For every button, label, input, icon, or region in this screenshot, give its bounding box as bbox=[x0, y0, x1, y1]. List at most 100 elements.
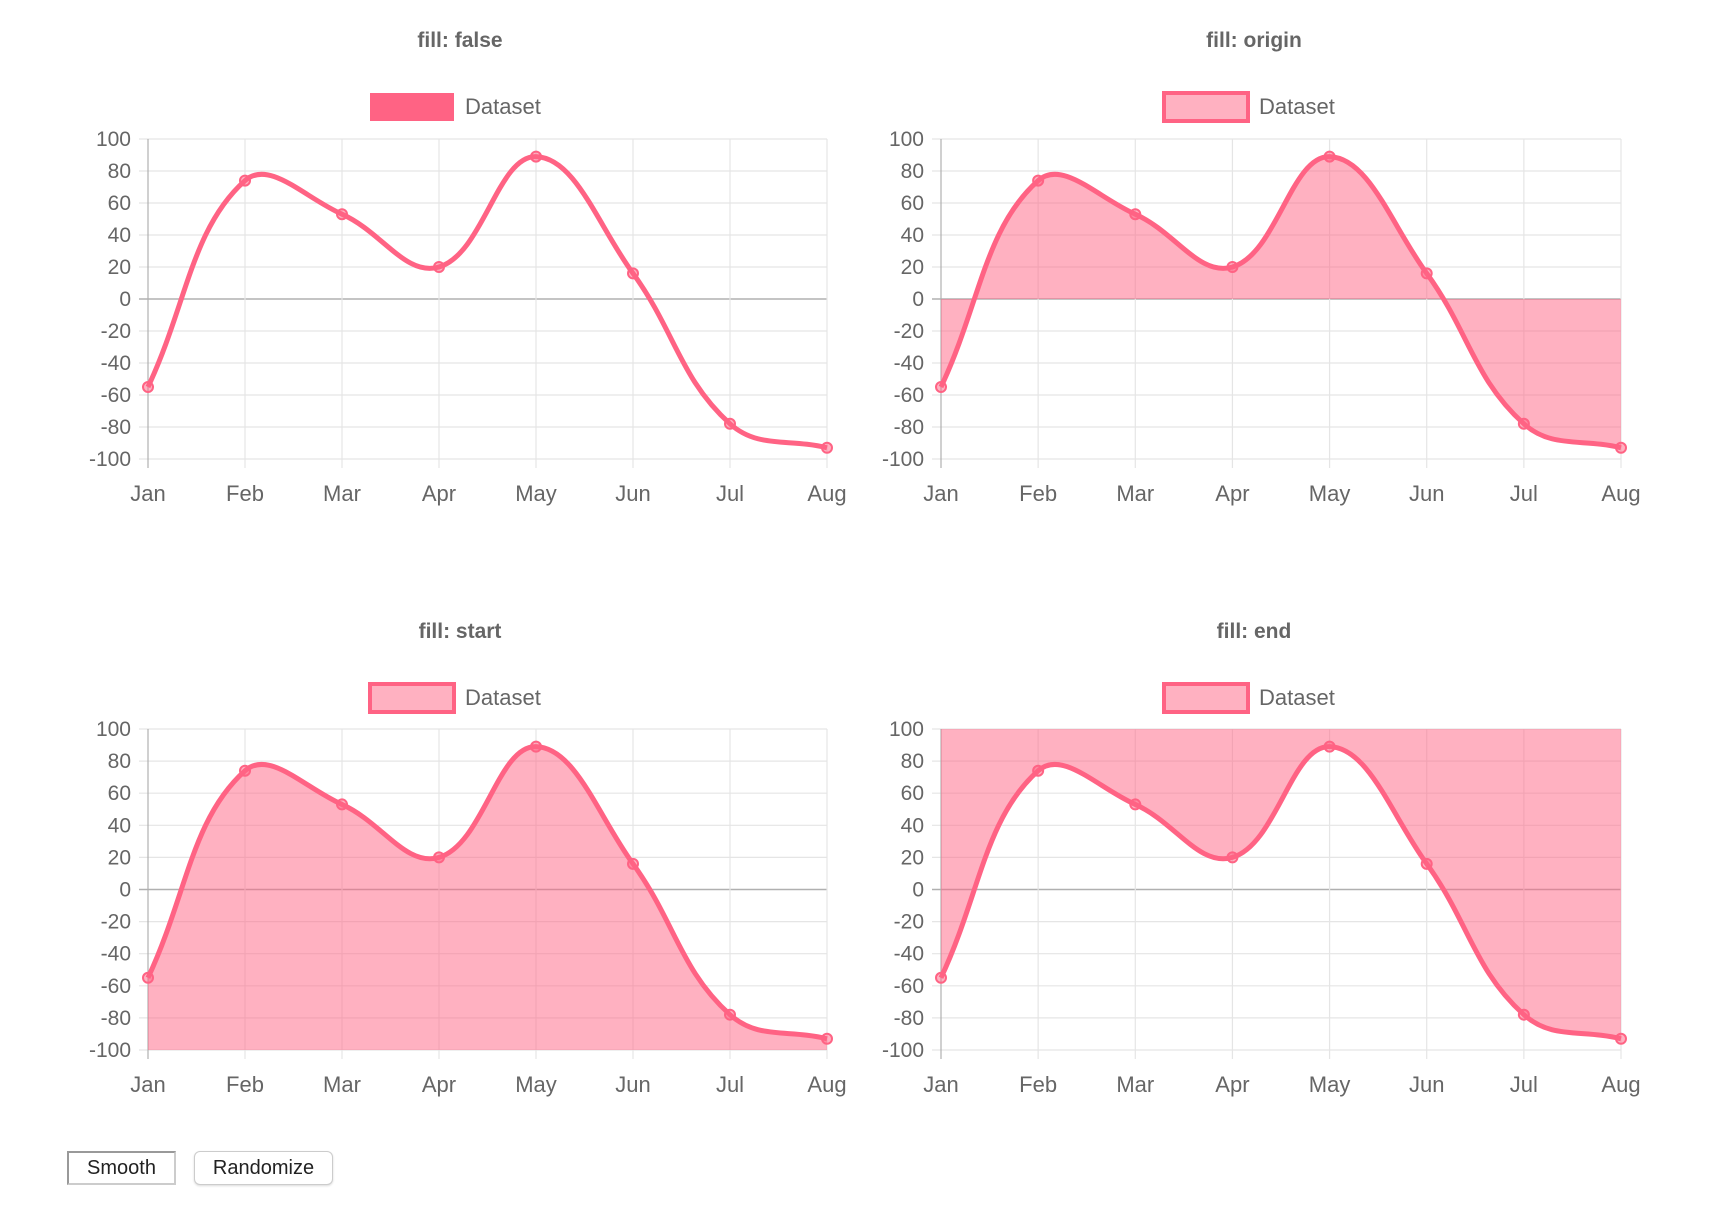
y-tick-label: 40 bbox=[108, 814, 131, 837]
x-tick-label: Apr bbox=[1215, 1072, 1249, 1097]
x-tick-label: Jan bbox=[130, 1072, 165, 1097]
data-point bbox=[336, 798, 348, 811]
randomize-button[interactable]: Randomize bbox=[194, 1151, 333, 1185]
y-tick-label: -20 bbox=[101, 320, 131, 343]
data-point bbox=[530, 150, 542, 163]
chart-end: fill: end Dataset 100 80 60 40 20 0 -20 -40 -60 -80… bbox=[882, 620, 1641, 1097]
data-point bbox=[935, 381, 947, 393]
y-tick-label: 60 bbox=[901, 782, 924, 805]
x-tick-label: Mar bbox=[1116, 481, 1154, 506]
y-tick-label: 100 bbox=[96, 128, 131, 151]
area-fill bbox=[941, 729, 1621, 1039]
data-point bbox=[935, 971, 947, 984]
x-tick-label: Jul bbox=[716, 1072, 744, 1097]
data-point bbox=[239, 764, 251, 777]
data-point bbox=[239, 174, 251, 187]
legend-swatch bbox=[1162, 682, 1250, 714]
y-tick-label: 20 bbox=[901, 256, 924, 279]
series-line bbox=[145, 154, 828, 451]
data-point bbox=[1420, 267, 1433, 280]
y-tick-label: -40 bbox=[101, 943, 131, 966]
legend-swatch bbox=[368, 682, 456, 714]
area-fill bbox=[148, 746, 827, 1050]
x-tick-label: Aug bbox=[1601, 481, 1640, 506]
data-point bbox=[1226, 851, 1239, 864]
x-tick-label: Apr bbox=[1215, 481, 1249, 506]
data-point bbox=[627, 857, 639, 870]
legend-swatch bbox=[370, 93, 454, 121]
data-point bbox=[1615, 441, 1627, 454]
y-tick-label: 80 bbox=[901, 160, 924, 183]
y-tick-label: 40 bbox=[108, 224, 131, 247]
x-tick-label: Jan bbox=[923, 1072, 958, 1097]
chart-false: fill: false Dataset 100 80 60 40 20 0 -20 -40 -60 -… bbox=[89, 29, 847, 506]
data-point bbox=[1032, 174, 1045, 187]
data-point bbox=[530, 740, 542, 753]
data-point bbox=[1226, 261, 1239, 273]
chart-title: fill: start bbox=[419, 620, 502, 643]
x-tick-label: Jan bbox=[130, 481, 165, 506]
data-point bbox=[142, 971, 154, 984]
x-tick-label: Feb bbox=[226, 481, 264, 506]
x-tick-label: May bbox=[1309, 481, 1351, 506]
legend-label: Dataset bbox=[465, 94, 541, 119]
y-tick-label: -20 bbox=[101, 911, 131, 934]
y-tick-label: 60 bbox=[901, 192, 924, 215]
y-tick-label: 40 bbox=[901, 224, 924, 247]
y-tick-label: 80 bbox=[901, 750, 924, 773]
y-tick-label: -60 bbox=[101, 975, 131, 998]
x-tick-label: Jun bbox=[1409, 481, 1444, 506]
y-tick-label: -20 bbox=[894, 911, 924, 934]
x-tick-label: Jun bbox=[1409, 1072, 1444, 1097]
data-point bbox=[1129, 208, 1142, 221]
data-point bbox=[336, 208, 348, 221]
legend-swatch bbox=[1162, 91, 1250, 123]
data-point bbox=[433, 261, 445, 273]
x-tick-label: Jun bbox=[615, 1072, 650, 1097]
data-point bbox=[1517, 1008, 1530, 1021]
x-tick-label: Jun bbox=[615, 481, 650, 506]
y-tick-label: 60 bbox=[108, 192, 131, 215]
data-point bbox=[724, 1008, 736, 1021]
data-point bbox=[821, 1032, 833, 1045]
data-point bbox=[1129, 798, 1142, 811]
y-tick-label: -20 bbox=[894, 320, 924, 343]
x-tick-label: Apr bbox=[422, 481, 456, 506]
chart-title: fill: end bbox=[1217, 620, 1292, 643]
y-tick-label: 80 bbox=[108, 160, 131, 183]
data-point bbox=[821, 441, 833, 454]
x-tick-label: Jan bbox=[923, 481, 958, 506]
y-tick-label: -60 bbox=[101, 384, 131, 407]
chart-title: fill: origin bbox=[1206, 29, 1302, 52]
x-tick-label: Mar bbox=[323, 1072, 361, 1097]
y-tick-label: 80 bbox=[108, 750, 131, 773]
y-tick-label: -100 bbox=[89, 448, 131, 471]
y-tick-label: 0 bbox=[912, 288, 924, 311]
x-tick-label: May bbox=[1309, 1072, 1351, 1097]
legend-label: Dataset bbox=[465, 685, 541, 710]
y-tick-label: 60 bbox=[108, 782, 131, 805]
legend-label: Dataset bbox=[1259, 94, 1335, 119]
x-tick-label: Jul bbox=[716, 481, 744, 506]
y-tick-label: 20 bbox=[901, 846, 924, 869]
y-tick-label: -100 bbox=[882, 448, 924, 471]
y-tick-label: -100 bbox=[89, 1039, 131, 1062]
x-tick-label: May bbox=[515, 1072, 557, 1097]
y-tick-label: 100 bbox=[889, 718, 924, 741]
x-tick-label: Jul bbox=[1510, 1072, 1538, 1097]
x-tick-label: Aug bbox=[807, 1072, 846, 1097]
x-tick-label: Aug bbox=[1601, 1072, 1640, 1097]
data-point bbox=[1615, 1032, 1627, 1045]
y-tick-label: -80 bbox=[894, 416, 924, 439]
x-tick-label: Apr bbox=[422, 1072, 456, 1097]
y-tick-label: -40 bbox=[101, 352, 131, 375]
y-tick-label: -60 bbox=[894, 975, 924, 998]
y-tick-label: -80 bbox=[101, 416, 131, 439]
y-tick-label: 20 bbox=[108, 846, 131, 869]
smooth-button[interactable]: Smooth bbox=[67, 1151, 176, 1185]
legend-label: Dataset bbox=[1259, 685, 1335, 710]
y-tick-label: 0 bbox=[119, 288, 131, 311]
data-point bbox=[1420, 857, 1433, 870]
x-tick-label: Feb bbox=[1019, 1072, 1057, 1097]
